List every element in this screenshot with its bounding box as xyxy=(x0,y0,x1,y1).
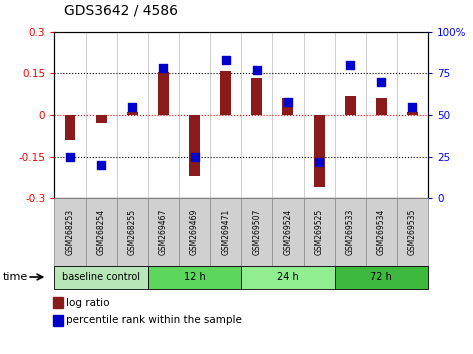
Text: GSM268255: GSM268255 xyxy=(128,209,137,255)
Bar xyxy=(251,78,262,115)
Bar xyxy=(334,198,366,266)
Text: GDS3642 / 4586: GDS3642 / 4586 xyxy=(64,4,178,18)
Text: GSM269533: GSM269533 xyxy=(346,209,355,255)
Bar xyxy=(376,98,387,115)
Bar xyxy=(158,72,169,115)
Bar xyxy=(220,71,231,115)
Bar xyxy=(53,315,63,326)
Text: 24 h: 24 h xyxy=(277,272,299,282)
Bar xyxy=(366,198,397,266)
Text: GSM269524: GSM269524 xyxy=(283,209,292,255)
Bar xyxy=(345,96,356,115)
Point xyxy=(97,162,105,168)
Point xyxy=(409,104,416,110)
Text: GSM269534: GSM269534 xyxy=(377,209,386,255)
Text: GSM269469: GSM269469 xyxy=(190,209,199,255)
Bar xyxy=(64,115,75,140)
Text: baseline control: baseline control xyxy=(62,272,140,282)
Bar xyxy=(148,198,179,266)
Text: time: time xyxy=(2,272,27,282)
Text: GSM269467: GSM269467 xyxy=(159,209,168,255)
Bar xyxy=(210,198,241,266)
Text: log ratio: log ratio xyxy=(67,298,110,308)
Text: GSM269471: GSM269471 xyxy=(221,209,230,255)
Point xyxy=(253,67,261,73)
Bar xyxy=(407,112,418,115)
Bar xyxy=(148,266,241,289)
Bar xyxy=(241,198,272,266)
Bar xyxy=(272,198,304,266)
Text: 72 h: 72 h xyxy=(370,272,392,282)
Text: GSM269535: GSM269535 xyxy=(408,209,417,255)
Bar xyxy=(304,198,334,266)
Text: GSM268253: GSM268253 xyxy=(65,209,74,255)
Bar xyxy=(241,266,334,289)
Bar xyxy=(334,266,428,289)
Point xyxy=(377,79,385,85)
Text: GSM269507: GSM269507 xyxy=(252,209,261,255)
Point xyxy=(66,154,74,159)
Bar xyxy=(96,115,106,124)
Point xyxy=(129,104,136,110)
Point xyxy=(159,65,167,71)
Bar xyxy=(314,115,324,187)
Bar xyxy=(189,115,200,176)
Bar xyxy=(179,198,210,266)
Bar xyxy=(127,112,138,115)
Point xyxy=(315,159,323,165)
Bar xyxy=(282,98,293,115)
Point xyxy=(346,62,354,68)
Text: GSM269525: GSM269525 xyxy=(315,209,324,255)
Bar xyxy=(53,297,63,308)
Bar xyxy=(54,266,148,289)
Bar xyxy=(86,198,117,266)
Text: GSM268254: GSM268254 xyxy=(96,209,105,255)
Bar xyxy=(117,198,148,266)
Text: percentile rank within the sample: percentile rank within the sample xyxy=(67,315,242,325)
Point xyxy=(222,57,229,63)
Bar xyxy=(397,198,428,266)
Point xyxy=(191,154,198,159)
Point xyxy=(284,99,292,104)
Bar xyxy=(54,198,86,266)
Text: 12 h: 12 h xyxy=(184,272,205,282)
